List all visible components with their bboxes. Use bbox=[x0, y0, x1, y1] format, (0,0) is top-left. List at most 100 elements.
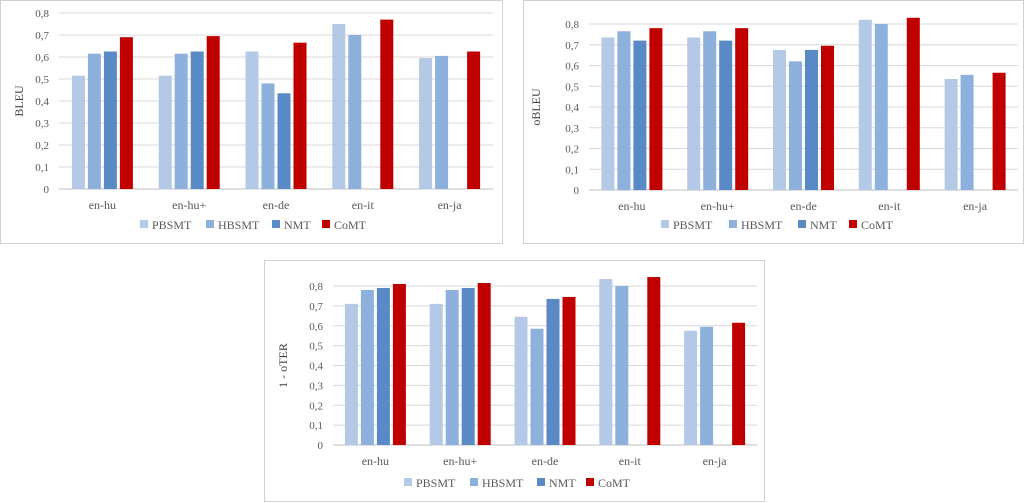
legend-label-comt: CoMT bbox=[598, 476, 631, 490]
bar-comt-en-hu bbox=[392, 284, 406, 445]
legend-swatch-comt bbox=[322, 220, 330, 228]
bar-comt-en-it bbox=[906, 17, 920, 191]
bar-hbsmt-en-hu bbox=[87, 53, 101, 190]
bar-hbsmt-en-de bbox=[261, 83, 275, 189]
y-tick-label: 0,4 bbox=[565, 102, 579, 114]
bar-comt-en-de bbox=[821, 45, 834, 190]
bar-hbsmt-en-ja bbox=[960, 74, 974, 190]
bar-comt-en-hu+ bbox=[477, 283, 491, 445]
bar-nmt-en-hu+ bbox=[719, 40, 733, 190]
bar-pbsmt-en-hu bbox=[71, 75, 85, 189]
bar-comt-en-de bbox=[293, 42, 307, 190]
x-category-label: en-de bbox=[532, 454, 559, 468]
legend-swatch-pbsmt bbox=[404, 478, 412, 486]
y-tick-label: 0,8 bbox=[309, 281, 323, 293]
bar-comt-en-hu+ bbox=[735, 28, 749, 191]
bar-hbsmt-en-hu+ bbox=[703, 31, 717, 191]
x-category-label: en-hu+ bbox=[443, 454, 477, 468]
bar-nmt-en-hu bbox=[376, 287, 390, 445]
legend-label-pbsmt: PBSMT bbox=[416, 476, 456, 490]
y-tick-label: 0,2 bbox=[35, 140, 49, 152]
legend-label-nmt: NMT bbox=[549, 476, 576, 490]
legend-swatch-pbsmt bbox=[140, 220, 148, 228]
y-tick-label: 0,8 bbox=[35, 8, 49, 20]
bar-pbsmt-en-ja bbox=[419, 58, 433, 189]
legend-swatch-hbsmt bbox=[206, 220, 214, 228]
y-tick-label: 0,7 bbox=[565, 40, 579, 52]
y-tick-label: 0,3 bbox=[565, 123, 579, 135]
y-tick-label: 0,5 bbox=[565, 81, 579, 93]
bar-nmt-en-hu+ bbox=[190, 51, 204, 189]
bar-pbsmt-en-ja bbox=[944, 78, 958, 190]
legend-label-comt: CoMT bbox=[861, 218, 894, 232]
bar-hbsmt-en-hu+ bbox=[445, 289, 459, 445]
chart-obleu: 0 0,1 0,2 0,3 0,4 0,5 0,6 0,7 0,8 oBLEU en-hu en-hu… bbox=[523, 0, 1024, 244]
bar-hbsmt-en-ja bbox=[435, 55, 449, 190]
legend-label-nmt: NMT bbox=[810, 218, 837, 232]
bar-nmt-en-hu+ bbox=[461, 287, 475, 445]
x-category-label: en-it bbox=[619, 454, 642, 468]
legend-swatch-comt bbox=[586, 478, 594, 486]
y-tick-label: 0 bbox=[318, 440, 324, 452]
y-tick-label: 0,6 bbox=[565, 61, 579, 73]
bar-hbsmt-en-hu+ bbox=[174, 53, 188, 190]
bar-hbsmt-en-ja bbox=[700, 326, 714, 445]
chart-1-minus-oter: 0 0,1 0,2 0,3 0,4 0,5 0,6 0,7 0,8 1 - oTER en-hu en… bbox=[264, 260, 765, 502]
bar-pbsmt-en-hu bbox=[344, 303, 358, 445]
bar-hbsmt-en-it bbox=[615, 286, 629, 445]
bar-nmt-en-de bbox=[546, 298, 560, 445]
y-tick-label: 0 bbox=[44, 184, 50, 196]
bar-comt-en-ja bbox=[732, 322, 746, 445]
bar-comt-en-de bbox=[562, 296, 576, 445]
y-tick-label: 0,3 bbox=[309, 380, 323, 392]
chart-bleu-svg: 0 0,1 0,2 0,3 0,4 0,5 0,6 0,7 0,8 BLEU en-hu en-hu+… bbox=[12, 8, 493, 232]
x-category-label: en-hu+ bbox=[172, 198, 206, 212]
bar-comt-en-ja bbox=[992, 72, 1006, 190]
x-category-label: en-de bbox=[263, 198, 290, 212]
bar-hbsmt-en-hu bbox=[360, 289, 374, 445]
x-category-label: en-de bbox=[790, 199, 817, 213]
x-category-label: en-it bbox=[878, 199, 901, 213]
legend-swatch-nmt bbox=[272, 220, 280, 228]
bar-nmt-en-hu bbox=[103, 51, 117, 189]
bar-pbsmt-en-it bbox=[599, 279, 613, 445]
bar-pbsmt-en-hu+ bbox=[429, 303, 443, 445]
y-tick-label: 0,2 bbox=[565, 144, 579, 156]
legend-label-hbsmt: HBSMT bbox=[218, 218, 260, 232]
bar-pbsmt-en-ja bbox=[684, 330, 698, 445]
bar-comt-en-hu bbox=[649, 28, 663, 191]
bar-hbsmt-en-de bbox=[530, 328, 544, 445]
bar-comt-en-hu+ bbox=[206, 36, 220, 189]
x-category-label: en-hu bbox=[618, 199, 645, 213]
chart-1-minus-oter-svg: 0 0,1 0,2 0,3 0,4 0,5 0,6 0,7 0,8 1 - oTER en-hu en… bbox=[276, 277, 757, 490]
y-tick-label: 0,4 bbox=[35, 96, 49, 108]
y-tick-label: 0,3 bbox=[35, 118, 49, 130]
bar-nmt-en-de bbox=[805, 49, 818, 190]
x-category-label: en-hu bbox=[89, 198, 116, 212]
bar-pbsmt-en-hu+ bbox=[158, 75, 172, 189]
legend-label-pbsmt: PBSMT bbox=[673, 218, 713, 232]
y-tick-label: 0,1 bbox=[35, 162, 49, 174]
legend-label-hbsmt: HBSMT bbox=[741, 218, 783, 232]
legend-swatch-comt bbox=[849, 220, 857, 228]
legend-label-comt: CoMT bbox=[334, 218, 367, 232]
bar-pbsmt-en-hu bbox=[601, 37, 615, 190]
bar-nmt-en-de bbox=[277, 93, 291, 189]
y-tick-label: 0,5 bbox=[309, 341, 323, 353]
y-tick-label: 0,7 bbox=[309, 301, 323, 313]
chart-obleu-svg: 0 0,1 0,2 0,3 0,4 0,5 0,6 0,7 0,8 oBLEU en-hu en-hu… bbox=[529, 17, 1018, 232]
legend-swatch-pbsmt bbox=[661, 220, 669, 228]
bar-pbsmt-en-it bbox=[858, 19, 872, 190]
x-category-label: en-ja bbox=[963, 199, 988, 213]
bar-pbsmt-en-de bbox=[514, 316, 528, 445]
bar-comt-en-it bbox=[380, 19, 394, 189]
legend-swatch-hbsmt bbox=[729, 220, 737, 228]
x-category-label: en-hu bbox=[362, 454, 389, 468]
y-tick-label: 0,7 bbox=[35, 30, 49, 42]
y-tick-label: 0,8 bbox=[565, 19, 579, 31]
bar-comt-en-it bbox=[647, 277, 661, 445]
legend-label-hbsmt: HBSMT bbox=[482, 476, 524, 490]
bar-hbsmt-en-it bbox=[874, 24, 888, 190]
bar-hbsmt-en-de bbox=[789, 61, 802, 190]
x-category-label: en-ja bbox=[703, 454, 728, 468]
